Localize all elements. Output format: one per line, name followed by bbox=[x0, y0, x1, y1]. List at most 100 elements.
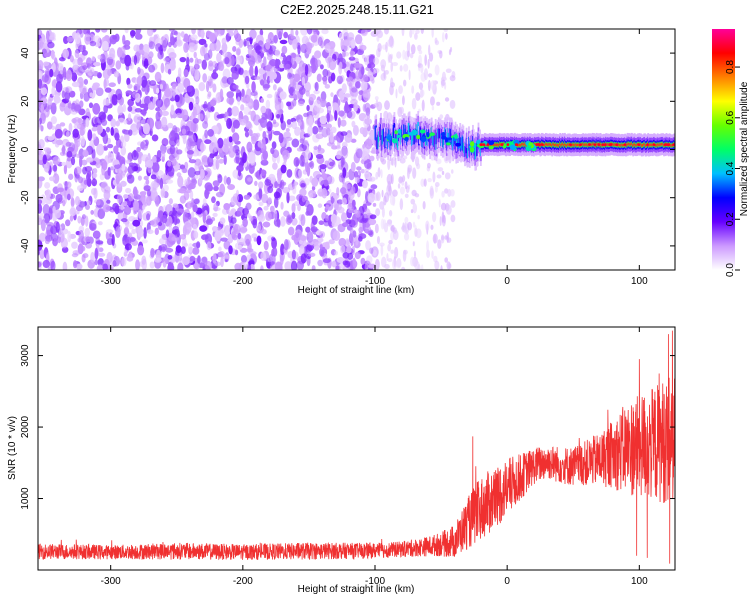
noise-blob bbox=[315, 153, 324, 159]
noise-blob bbox=[177, 175, 184, 188]
noise-blob bbox=[71, 81, 80, 88]
noise-blob bbox=[398, 85, 403, 95]
noise-blob bbox=[133, 44, 140, 52]
noise-blob bbox=[334, 264, 341, 270]
noise-blob bbox=[260, 169, 266, 177]
noise-blob bbox=[182, 256, 190, 266]
noise-blob bbox=[273, 130, 281, 136]
noise-blob bbox=[381, 207, 385, 218]
noise-blob bbox=[384, 264, 390, 269]
noise-blob bbox=[55, 193, 63, 203]
noise-blob bbox=[391, 259, 398, 270]
signal-speckle bbox=[453, 134, 458, 139]
noise-blob bbox=[89, 92, 94, 98]
noise-blob bbox=[176, 73, 182, 85]
signal-peak bbox=[608, 143, 612, 147]
noise-blob bbox=[441, 32, 445, 43]
noise-blob bbox=[224, 111, 229, 117]
noise-blob bbox=[291, 249, 296, 260]
noise-blob bbox=[179, 195, 187, 204]
noise-blob bbox=[444, 172, 451, 180]
noise-blob bbox=[420, 89, 425, 97]
noise-blob bbox=[406, 50, 411, 58]
noise-blob bbox=[191, 211, 195, 219]
noise-blob bbox=[411, 97, 417, 110]
noise-blob bbox=[118, 205, 125, 210]
noise-blob bbox=[295, 29, 299, 36]
noise-blob bbox=[170, 104, 175, 116]
colorbar-tick-label: 0.6 bbox=[725, 110, 736, 124]
noise-blob bbox=[367, 263, 376, 269]
noise-blob bbox=[363, 74, 369, 83]
noise-blob bbox=[274, 49, 281, 57]
noise-blob bbox=[116, 47, 123, 58]
noise-blob bbox=[340, 119, 347, 127]
noise-blob bbox=[197, 113, 204, 121]
noise-blob bbox=[154, 216, 161, 224]
noise-blob bbox=[103, 99, 111, 106]
noise-blob bbox=[137, 245, 145, 256]
noise-blob bbox=[234, 262, 242, 270]
noise-blob bbox=[262, 221, 271, 228]
noise-blob bbox=[344, 132, 353, 143]
noise-blob bbox=[184, 161, 189, 170]
noise-blob bbox=[39, 249, 45, 260]
noise-blob bbox=[226, 91, 234, 99]
noise-blob bbox=[189, 255, 196, 262]
noise-blob bbox=[274, 91, 278, 103]
noise-blob bbox=[319, 98, 327, 108]
noise-blob bbox=[191, 29, 196, 35]
noise-blob bbox=[64, 90, 71, 101]
signal-speckle bbox=[411, 129, 418, 136]
noise-blob bbox=[247, 177, 253, 182]
noise-blob bbox=[199, 46, 206, 57]
noise-blob bbox=[350, 161, 356, 172]
noise-blob bbox=[317, 147, 325, 154]
noise-blob bbox=[186, 201, 190, 211]
noise-blob bbox=[384, 100, 390, 111]
noise-blob bbox=[416, 162, 421, 170]
noise-blob bbox=[390, 173, 394, 185]
noise-blob bbox=[181, 109, 189, 121]
signal-peak bbox=[646, 143, 649, 147]
noise-blob bbox=[204, 188, 210, 200]
noise-blob bbox=[75, 205, 84, 212]
noise-blob bbox=[354, 171, 359, 178]
noise-blob bbox=[392, 189, 398, 197]
noise-blob bbox=[133, 199, 140, 211]
noise-blob bbox=[436, 174, 442, 179]
noise-blob bbox=[170, 31, 174, 44]
noise-blob bbox=[174, 203, 179, 212]
noise-blob bbox=[96, 143, 105, 156]
noise-blob bbox=[46, 121, 53, 130]
noise-blob bbox=[102, 68, 111, 80]
noise-blob bbox=[230, 210, 235, 216]
noise-blob bbox=[127, 105, 133, 112]
noise-blob bbox=[46, 229, 51, 236]
noise-blob bbox=[317, 188, 325, 197]
signal-peak bbox=[579, 143, 582, 147]
noise-blob bbox=[224, 144, 229, 154]
noise-blob bbox=[247, 46, 253, 56]
noise-blob bbox=[121, 163, 126, 172]
signal-speckle bbox=[446, 142, 451, 146]
noise-blob bbox=[445, 204, 452, 215]
noise-blob bbox=[340, 38, 344, 51]
noise-blob bbox=[145, 159, 154, 168]
noise-blob bbox=[56, 73, 63, 84]
noise-blob bbox=[390, 224, 395, 233]
noise-blob bbox=[77, 215, 82, 224]
noise-blob bbox=[63, 193, 67, 205]
noise-blob bbox=[39, 212, 44, 218]
noise-blob bbox=[63, 164, 68, 175]
noise-blob bbox=[317, 259, 323, 267]
noise-blob bbox=[168, 198, 173, 205]
noise-blob bbox=[55, 81, 63, 93]
noise-blob bbox=[160, 187, 166, 199]
noise-blob bbox=[260, 265, 264, 270]
figure-title: C2E2.2025.248.15.11.G21 bbox=[280, 2, 434, 17]
noise-blob bbox=[380, 169, 383, 179]
noise-blob bbox=[197, 161, 204, 172]
noise-blob bbox=[369, 214, 377, 220]
